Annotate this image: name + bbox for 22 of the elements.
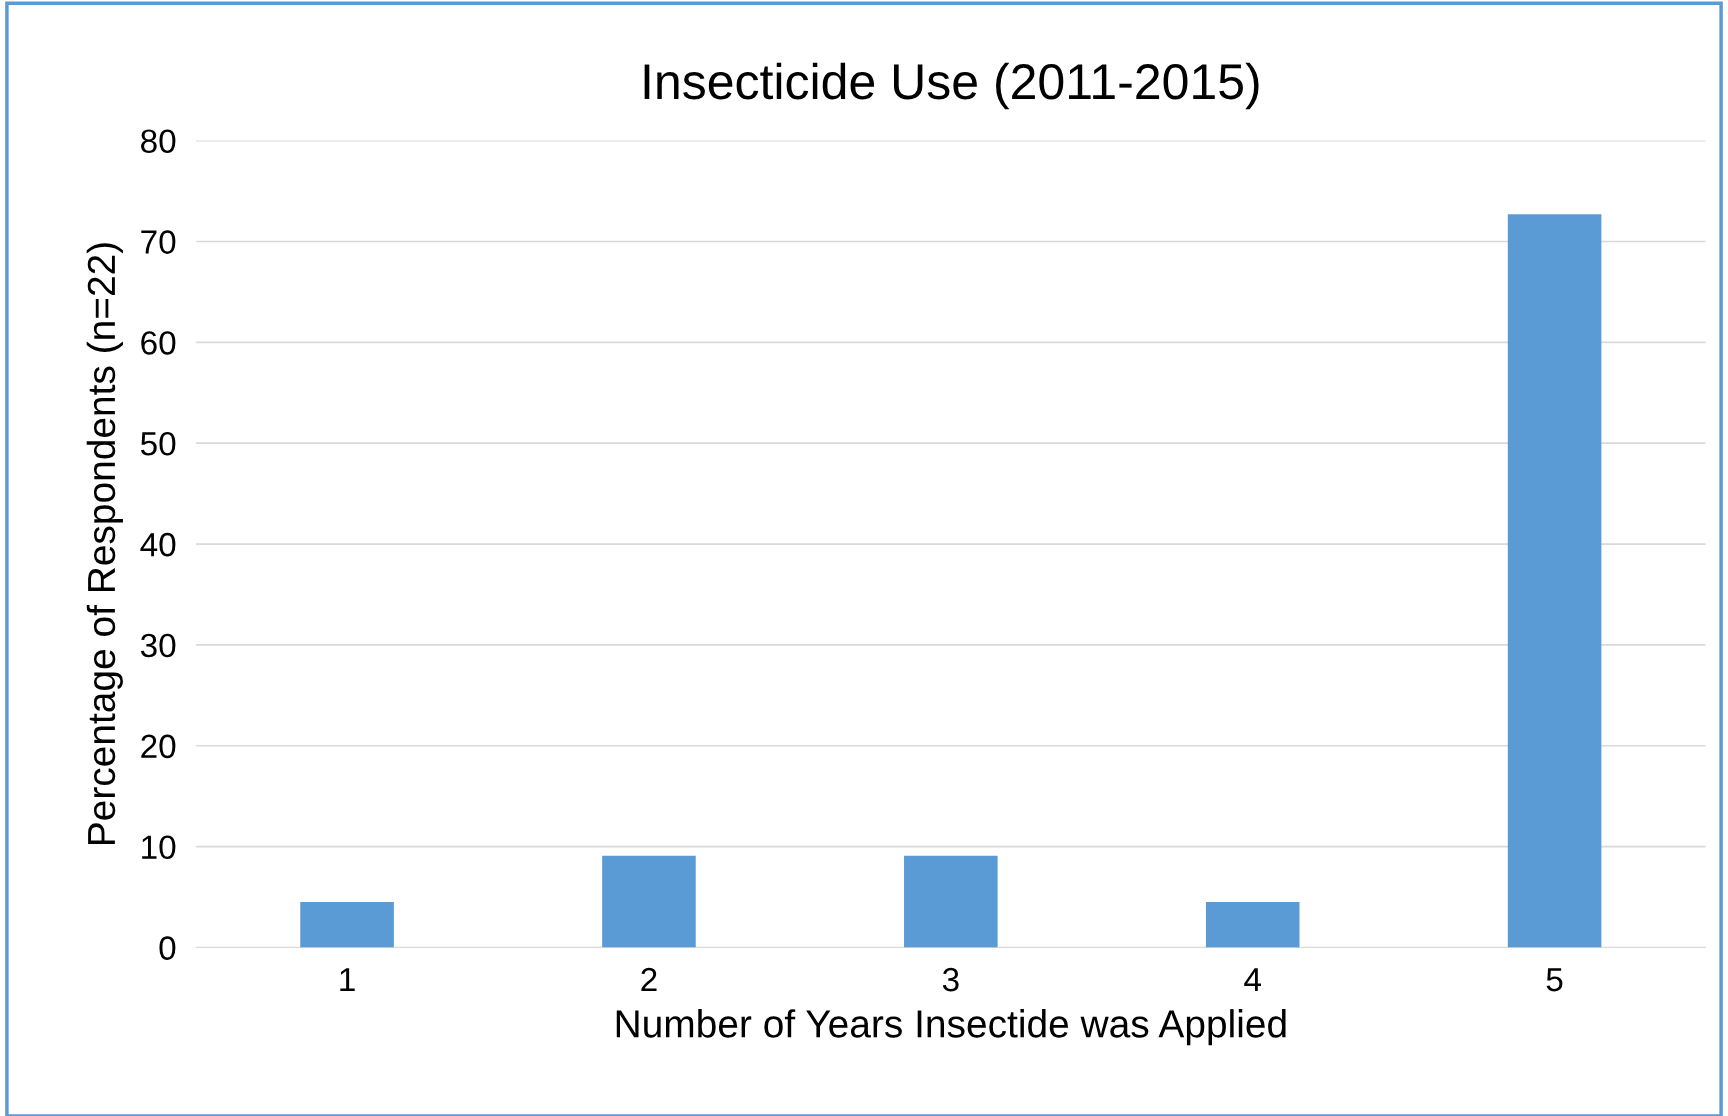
x-tick-label: 2	[641, 967, 657, 992]
y-tick-label: 30	[140, 633, 176, 658]
bar	[1507, 214, 1602, 948]
x-tick-label: 1	[340, 968, 355, 992]
y-axis-title: Percentage of Respondents (n=22)	[86, 243, 123, 845]
y-tick-label: 60	[141, 331, 176, 355]
y-tick-label: 10	[142, 835, 176, 860]
y-tick-label: 70	[141, 230, 176, 254]
x-axis-title: Number of Years Insectide was Applied	[616, 1009, 1286, 1046]
x-tick-label: 3	[942, 967, 959, 992]
bar	[602, 855, 696, 948]
bar	[300, 902, 394, 948]
y-tick-label: 0	[159, 936, 176, 960]
y-tick-label: 50	[140, 431, 176, 456]
x-tick-label: 4	[1244, 968, 1262, 992]
y-tick-label: 40	[140, 532, 176, 557]
x-tick-label: 5	[1546, 968, 1563, 992]
y-tick-label: 20	[141, 734, 176, 759]
bar	[904, 855, 998, 948]
y-tick-label: 80	[141, 129, 176, 154]
bar	[1205, 902, 1300, 948]
chart-title: Insecticide Use (2011-2015)	[644, 62, 1259, 110]
